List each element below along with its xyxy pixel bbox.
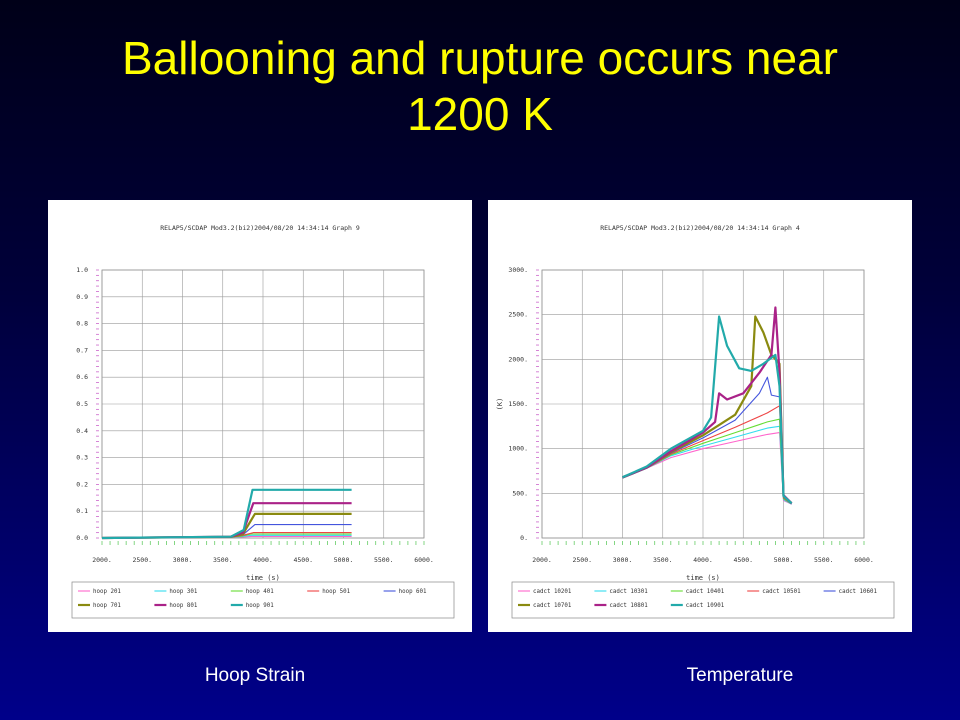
y-tick-label: 0.0 bbox=[76, 534, 88, 542]
x-tick-label: 3500. bbox=[213, 556, 233, 564]
slide-title-line-1: Ballooning and rupture occurs near bbox=[121, 32, 838, 84]
chart-header: RELAP5/SCDAP Mod3.2(bi2)2004/08/20 14:34… bbox=[600, 224, 800, 232]
y-tick-label: 0.6 bbox=[76, 373, 88, 381]
legend-label: hoop 601 bbox=[399, 589, 427, 595]
y-tick-label: 1500. bbox=[508, 400, 528, 408]
legend-box bbox=[511, 581, 895, 619]
y-axis-label: (K) bbox=[496, 398, 504, 411]
x-tick-label: 3500. bbox=[653, 556, 673, 564]
hoop-strain-chart: RELAP5/SCDAP Mod3.2(bi2)2004/08/20 14:34… bbox=[71, 224, 455, 619]
legend-label: cadct 10301 bbox=[609, 589, 648, 595]
legend-label: cadct 10601 bbox=[839, 589, 878, 595]
legend-box bbox=[71, 581, 455, 619]
x-tick-label: 4500. bbox=[293, 556, 313, 564]
y-tick-label: 0.1 bbox=[76, 507, 88, 515]
legend-label: hoop 401 bbox=[246, 589, 274, 595]
x-axis-label: time (s) bbox=[246, 574, 280, 582]
y-tick-label: 1000. bbox=[508, 445, 528, 453]
legend-label: hoop 901 bbox=[246, 603, 274, 609]
series-line bbox=[101, 488, 352, 540]
series-line bbox=[622, 376, 792, 505]
y-tick-label: 2000. bbox=[508, 355, 528, 363]
y-tick-label: 0.4 bbox=[76, 427, 88, 435]
series-line bbox=[622, 405, 792, 505]
x-tick-label: 2500. bbox=[572, 556, 592, 564]
x-tick-label: 4000. bbox=[693, 556, 713, 564]
x-tick-label: 6000. bbox=[854, 556, 874, 564]
series-line bbox=[622, 315, 793, 505]
hoop-strain-chart-panel: RELAP5/SCDAP Mod3.2(bi2)2004/08/20 14:34… bbox=[48, 200, 472, 632]
y-tick-label: 0.2 bbox=[76, 480, 88, 488]
legend-label: cadct 10901 bbox=[686, 603, 725, 609]
y-tick-label: 0.3 bbox=[76, 454, 88, 462]
legend-label: cadct 10801 bbox=[609, 603, 648, 609]
slide-title-line-2: 1200 K bbox=[407, 88, 553, 140]
x-tick-label: 4000. bbox=[253, 556, 273, 564]
legend-label: hoop 201 bbox=[93, 589, 121, 595]
x-tick-label: 5000. bbox=[334, 556, 354, 564]
y-tick-label: 0.8 bbox=[76, 320, 88, 328]
series-line bbox=[622, 306, 793, 504]
y-tick-label: 500. bbox=[512, 489, 528, 497]
legend-label: cadct 10501 bbox=[762, 589, 801, 595]
temperature-chart-panel: RELAP5/SCDAP Mod3.2(bi2)2004/08/20 14:34… bbox=[488, 200, 912, 632]
y-tick-label: 2500. bbox=[508, 311, 528, 319]
temperature-caption: Temperature bbox=[686, 665, 794, 686]
temperature-chart: RELAP5/SCDAP Mod3.2(bi2)2004/08/20 14:34… bbox=[496, 224, 895, 619]
hoop-strain-caption: Hoop Strain bbox=[204, 665, 306, 686]
y-tick-label: 0.5 bbox=[76, 400, 88, 408]
legend-label: hoop 701 bbox=[93, 603, 121, 609]
x-axis-label: time (s) bbox=[686, 574, 720, 582]
y-tick-label: 0.9 bbox=[76, 293, 88, 301]
x-tick-label: 4500. bbox=[733, 556, 753, 564]
legend-label: hoop 801 bbox=[169, 603, 197, 609]
x-tick-label: 5500. bbox=[374, 556, 394, 564]
series-line bbox=[622, 315, 793, 505]
x-tick-label: 2000. bbox=[92, 556, 112, 564]
x-tick-label: 3000. bbox=[613, 556, 633, 564]
legend-label: cadct 10401 bbox=[686, 589, 725, 595]
legend-label: cadct 10201 bbox=[533, 589, 572, 595]
x-tick-label: 6000. bbox=[414, 556, 434, 564]
legend-label: cadct 10701 bbox=[533, 603, 572, 609]
x-tick-label: 3000. bbox=[173, 556, 193, 564]
chart-header: RELAP5/SCDAP Mod3.2(bi2)2004/08/20 14:34… bbox=[160, 224, 360, 232]
y-tick-label: 0.7 bbox=[76, 346, 88, 354]
x-tick-label: 5000. bbox=[774, 556, 794, 564]
y-tick-label: 3000. bbox=[508, 266, 528, 274]
x-tick-label: 2500. bbox=[132, 556, 152, 564]
y-tick-label: 0. bbox=[520, 534, 528, 542]
legend-label: hoop 301 bbox=[169, 589, 197, 595]
x-tick-label: 5500. bbox=[814, 556, 834, 564]
x-tick-label: 2000. bbox=[532, 556, 552, 564]
legend-label: hoop 501 bbox=[322, 589, 350, 595]
slide-title: Ballooning and rupture occurs near 1200 … bbox=[40, 30, 920, 142]
y-tick-label: 1.0 bbox=[76, 266, 88, 274]
